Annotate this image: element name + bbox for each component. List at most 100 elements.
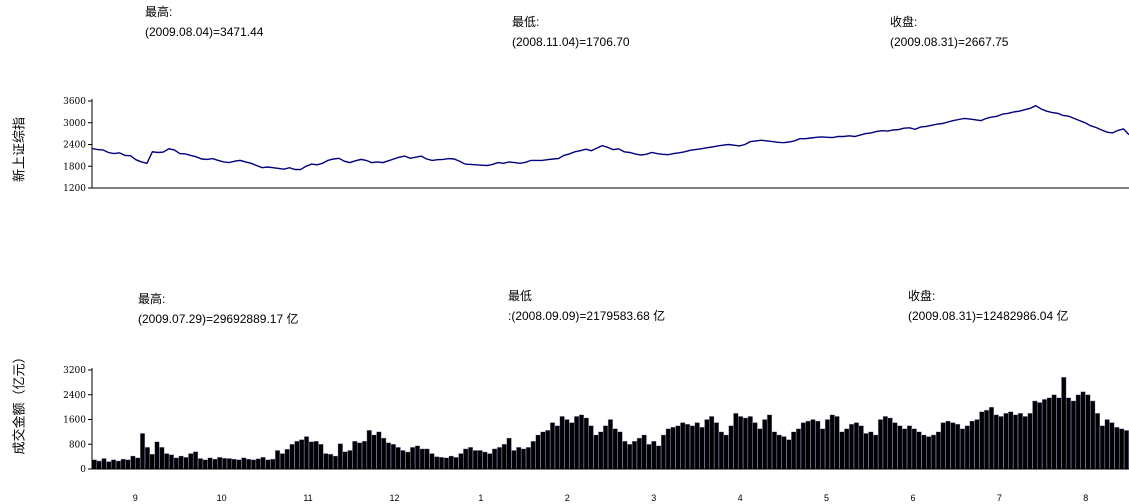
volume-bar — [357, 442, 363, 470]
volume-bar — [101, 458, 107, 470]
volume-bar — [376, 431, 382, 470]
volume-bar — [849, 423, 855, 470]
volume-bar — [646, 444, 652, 470]
volume-bar — [728, 425, 734, 470]
volume-bar — [960, 428, 965, 470]
volume-bar — [202, 459, 208, 470]
volume-bar — [699, 427, 705, 470]
volume-bar — [516, 447, 522, 470]
volume-bar — [988, 406, 994, 470]
volume-bar — [173, 457, 179, 470]
volume-bar — [598, 431, 604, 470]
bar-y-tick-label: 2400 — [63, 391, 86, 401]
volume-bar — [1017, 413, 1023, 470]
volume-bar — [762, 419, 768, 470]
stat-label: 最高: — [138, 292, 166, 306]
volume-bar — [545, 430, 551, 470]
volume-bar — [550, 422, 556, 470]
volume-bar — [742, 417, 748, 470]
volume-bar — [926, 436, 932, 470]
volume-bar — [525, 447, 531, 470]
volume-bar — [164, 453, 170, 470]
volume-bar — [371, 434, 377, 470]
volume-bar — [931, 434, 937, 470]
volume-bar — [115, 460, 121, 470]
volume-bar — [1090, 400, 1096, 470]
volume-bar — [193, 451, 199, 470]
volume-bar — [1061, 376, 1067, 470]
volume-bar — [670, 427, 676, 470]
volume-bar — [496, 447, 502, 470]
volume-bar — [940, 422, 946, 470]
volume-bar — [921, 434, 927, 470]
volume-bar — [106, 461, 112, 470]
volume-bar — [1119, 428, 1125, 470]
volume-bar — [294, 440, 300, 470]
bar-y-tick-label: 800 — [69, 440, 86, 450]
volume-bar — [993, 414, 999, 470]
volume-bar — [284, 449, 290, 470]
bar-x-tick-label: 6 — [910, 493, 915, 503]
bar-x-tick-label: 5 — [824, 493, 829, 503]
volume-bar — [675, 425, 681, 470]
line-stat-close: 收盘: (2009.08.31)=2667.75 — [890, 12, 1008, 52]
volume-bar — [506, 437, 512, 470]
stat-value: (2009.08.31)=2667.75 — [890, 35, 1009, 49]
volume-bar — [540, 431, 546, 470]
volume-bar — [824, 419, 830, 470]
volume-bar — [1013, 414, 1019, 470]
volume-bar — [424, 448, 430, 470]
volume-bar — [858, 425, 864, 470]
bar-x-tick-label: 10 — [217, 493, 227, 503]
volume-bar — [1104, 419, 1110, 470]
volume-bar — [583, 417, 589, 470]
bar-x-tick-label: 3 — [651, 493, 656, 503]
volume-bar — [337, 443, 343, 470]
volume-bar — [260, 457, 266, 470]
volume-bar — [1066, 397, 1072, 470]
volume-bar — [1008, 411, 1014, 470]
volume-bar — [718, 431, 724, 470]
volume-bar — [569, 422, 575, 470]
volume-bar — [757, 428, 763, 470]
volume-bar — [434, 456, 440, 470]
line-y-tick-label: 1200 — [63, 184, 86, 194]
volume-bar — [130, 455, 136, 470]
volume-bar — [1085, 394, 1091, 470]
volume-bar — [656, 445, 662, 470]
volume-bar — [207, 457, 213, 470]
bar-x-tick-label: 11 — [303, 493, 312, 503]
volume-bar — [289, 444, 295, 470]
bar-stat-low: 最低 :(2008.09.09)=2179583.68 亿 — [508, 286, 665, 326]
volume-bar — [873, 434, 879, 470]
volume-bar — [318, 444, 324, 470]
volume-bar — [1095, 413, 1101, 470]
volume-bar — [902, 428, 908, 470]
volume-bar — [559, 416, 565, 470]
volume-bar — [820, 428, 826, 470]
volume-bar — [1124, 430, 1129, 470]
volume-bar — [1032, 400, 1038, 470]
stat-label: 收盘: — [890, 15, 918, 29]
volume-bar — [270, 458, 276, 470]
volume-bar — [414, 445, 420, 470]
stat-value: (2009.07.29)=29692889.17 亿 — [138, 312, 299, 326]
volume-bar — [834, 416, 840, 470]
volume-bar — [810, 419, 816, 470]
volume-bar — [154, 441, 160, 470]
volume-bar — [299, 439, 305, 470]
line-stat-high: 最高: (2009.08.04)=3471.44 — [145, 2, 263, 42]
volume-bar — [443, 457, 449, 470]
volume-bar — [878, 419, 883, 470]
volume-bar — [419, 448, 425, 470]
volume-bar — [279, 453, 285, 470]
volume-bar — [217, 457, 223, 470]
volume-bar — [313, 440, 319, 470]
volume-bar — [1070, 400, 1076, 470]
stat-label: 最低 — [508, 289, 533, 303]
volume-bar — [395, 447, 401, 470]
bar-x-tick-label: 12 — [389, 493, 399, 503]
volume-bar — [222, 457, 228, 470]
